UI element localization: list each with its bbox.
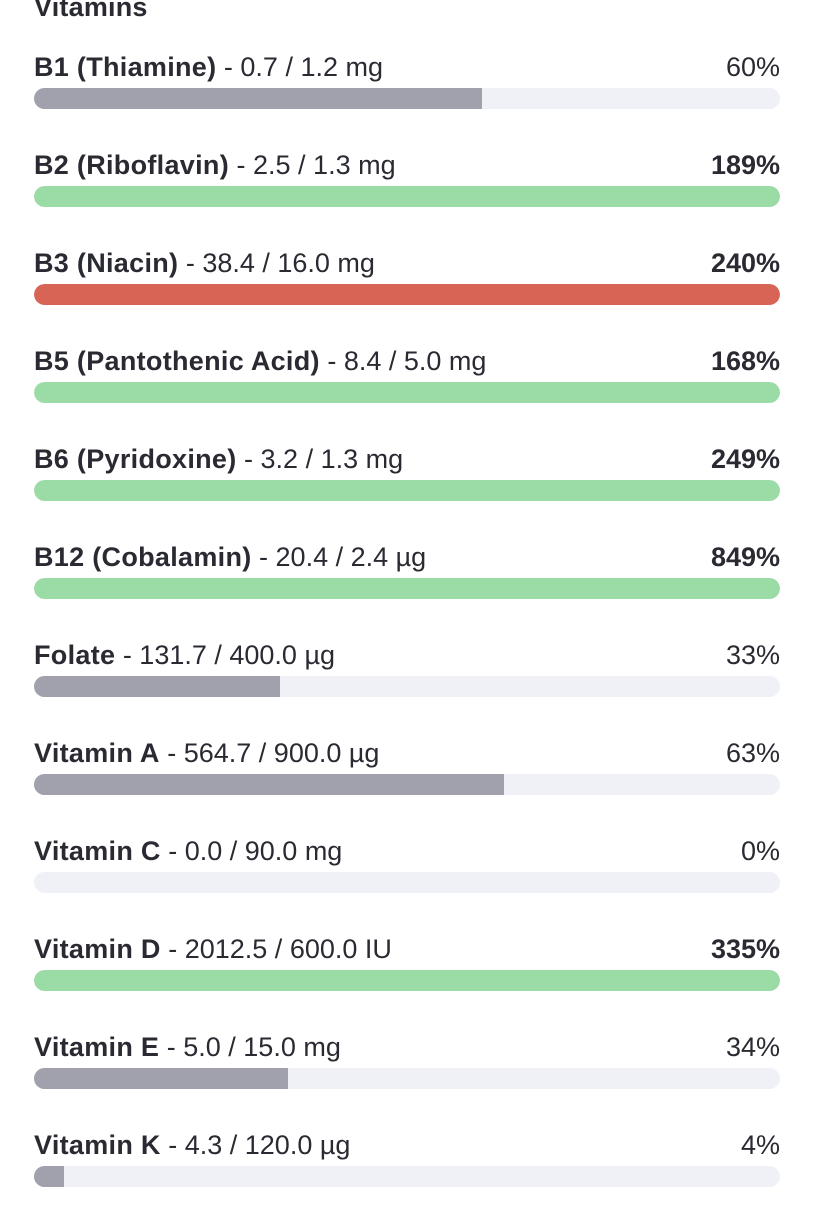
- vitamin-row-header: Folate - 131.7 / 400.0 µg 33%: [34, 638, 780, 672]
- progress-track: [34, 676, 780, 697]
- vitamin-percent: 4%: [740, 1130, 780, 1160]
- progress-fill: [34, 774, 504, 795]
- progress-track: [34, 284, 780, 305]
- vitamin-row-header: B1 (Thiamine) - 0.7 / 1.2 mg 60%: [34, 50, 780, 84]
- progress-fill: [34, 578, 780, 599]
- vitamin-row-header: B3 (Niacin) - 38.4 / 16.0 mg 240%: [34, 246, 780, 280]
- vitamin-amount: - 3.2 / 1.3 mg: [236, 444, 404, 474]
- progress-track: [34, 88, 780, 109]
- vitamin-name: Vitamin E: [34, 1032, 160, 1062]
- vitamin-name: Vitamin K: [34, 1130, 161, 1160]
- vitamin-row-10[interactable]: Vitamin E - 5.0 / 15.0 mg 34%: [34, 1026, 780, 1124]
- vitamin-percent: 249%: [710, 444, 780, 474]
- vitamin-row-header: Vitamin A - 564.7 / 900.0 µg 63%: [34, 736, 780, 770]
- vitamin-row-header: Vitamin K - 4.3 / 120.0 µg 4%: [34, 1128, 780, 1162]
- vitamin-name: B12 (Cobalamin): [34, 542, 252, 572]
- progress-track: [34, 578, 780, 599]
- vitamin-row-5[interactable]: B12 (Cobalamin) - 20.4 / 2.4 µg 849%: [34, 536, 780, 634]
- progress-track: [34, 970, 780, 991]
- progress-track: [34, 1166, 780, 1187]
- vitamin-row-8[interactable]: Vitamin C - 0.0 / 90.0 mg 0%: [34, 830, 780, 928]
- vitamin-amount: - 8.4 / 5.0 mg: [319, 346, 487, 376]
- vitamin-row-header: B6 (Pyridoxine) - 3.2 / 1.3 mg 249%: [34, 442, 780, 476]
- vitamin-amount: - 2012.5 / 600.0 IU: [160, 934, 392, 964]
- vitamin-row-11[interactable]: Vitamin K - 4.3 / 120.0 µg 4%: [34, 1124, 780, 1222]
- progress-fill: [34, 382, 780, 403]
- vitamin-percent: 0%: [740, 836, 780, 866]
- vitamin-row-7[interactable]: Vitamin A - 564.7 / 900.0 µg 63%: [34, 732, 780, 830]
- progress-track: [34, 382, 780, 403]
- vitamin-amount: - 564.7 / 900.0 µg: [159, 738, 380, 768]
- vitamin-percent: 240%: [710, 248, 780, 278]
- vitamin-name: B1 (Thiamine): [34, 52, 217, 82]
- vitamin-name: Vitamin D: [34, 934, 161, 964]
- vitamin-amount: - 2.5 / 1.3 mg: [229, 150, 396, 180]
- progress-fill: [34, 970, 780, 991]
- progress-fill: [34, 676, 281, 697]
- vitamin-row-0[interactable]: B1 (Thiamine) - 0.7 / 1.2 mg 60%: [34, 46, 780, 144]
- vitamin-row-header: Vitamin E - 5.0 / 15.0 mg 34%: [34, 1030, 780, 1064]
- vitamin-percent: 849%: [710, 542, 780, 572]
- vitamin-row-6[interactable]: Folate - 131.7 / 400.0 µg 33%: [34, 634, 780, 732]
- progress-fill: [34, 284, 780, 305]
- progress-track: [34, 480, 780, 501]
- vitamin-row-header: B2 (Riboflavin) - 2.5 / 1.3 mg 189%: [34, 148, 780, 182]
- vitamin-name: B2 (Riboflavin): [34, 150, 230, 180]
- vitamin-percent: 335%: [710, 934, 780, 964]
- vitamin-name: B3 (Niacin): [34, 248, 179, 278]
- vitamin-row-header: Vitamin D - 2012.5 / 600.0 IU 335%: [34, 932, 780, 966]
- vitamin-amount: - 131.7 / 400.0 µg: [115, 640, 336, 670]
- progress-track: [34, 872, 780, 893]
- vitamin-row-1[interactable]: B2 (Riboflavin) - 2.5 / 1.3 mg 189%: [34, 144, 780, 242]
- vitamin-percent: 34%: [725, 1032, 780, 1062]
- vitamin-amount: - 0.7 / 1.2 mg: [216, 52, 383, 82]
- vitamin-row-3[interactable]: B5 (Pantothenic Acid) - 8.4 / 5.0 mg 168…: [34, 340, 780, 438]
- vitamin-row-header: B12 (Cobalamin) - 20.4 / 2.4 µg 849%: [34, 540, 780, 574]
- progress-fill: [34, 1068, 288, 1089]
- progress-track: [34, 1068, 780, 1089]
- vitamin-name: B6 (Pyridoxine): [34, 444, 237, 474]
- vitamin-row-header: Vitamin C - 0.0 / 90.0 mg 0%: [34, 834, 780, 868]
- progress-fill: [34, 480, 780, 501]
- vitamin-percent: 33%: [725, 640, 780, 670]
- vitamin-row-2[interactable]: B3 (Niacin) - 38.4 / 16.0 mg 240%: [34, 242, 780, 340]
- vitamin-percent: 63%: [725, 738, 780, 768]
- progress-fill: [34, 186, 780, 207]
- section-title: Vitamins: [34, 0, 148, 22]
- vitamin-amount: - 0.0 / 90.0 mg: [160, 836, 343, 866]
- progress-fill: [34, 88, 482, 109]
- vitamin-amount: - 5.0 / 15.0 mg: [159, 1032, 341, 1062]
- vitamin-name: Folate: [34, 640, 116, 670]
- vitamin-amount: - 20.4 / 2.4 µg: [251, 542, 427, 572]
- vitamin-name: Vitamin C: [34, 836, 161, 866]
- progress-track: [34, 186, 780, 207]
- vitamin-list: B1 (Thiamine) - 0.7 / 1.2 mg 60% B2 (Rib…: [34, 46, 780, 1222]
- vitamin-row-4[interactable]: B6 (Pyridoxine) - 3.2 / 1.3 mg 249%: [34, 438, 780, 536]
- progress-fill: [34, 1166, 64, 1187]
- vitamin-row-9[interactable]: Vitamin D - 2012.5 / 600.0 IU 335%: [34, 928, 780, 1026]
- vitamin-amount: - 38.4 / 16.0 mg: [178, 248, 375, 278]
- vitamin-row-header: B5 (Pantothenic Acid) - 8.4 / 5.0 mg 168…: [34, 344, 780, 378]
- vitamin-percent: 60%: [725, 52, 780, 82]
- vitamin-name: B5 (Pantothenic Acid): [34, 346, 320, 376]
- vitamin-name: Vitamin A: [34, 738, 160, 768]
- vitamin-amount: - 4.3 / 120.0 µg: [160, 1130, 351, 1160]
- progress-track: [34, 774, 780, 795]
- vitamin-percent: 189%: [710, 150, 780, 180]
- vitamin-percent: 168%: [710, 346, 780, 376]
